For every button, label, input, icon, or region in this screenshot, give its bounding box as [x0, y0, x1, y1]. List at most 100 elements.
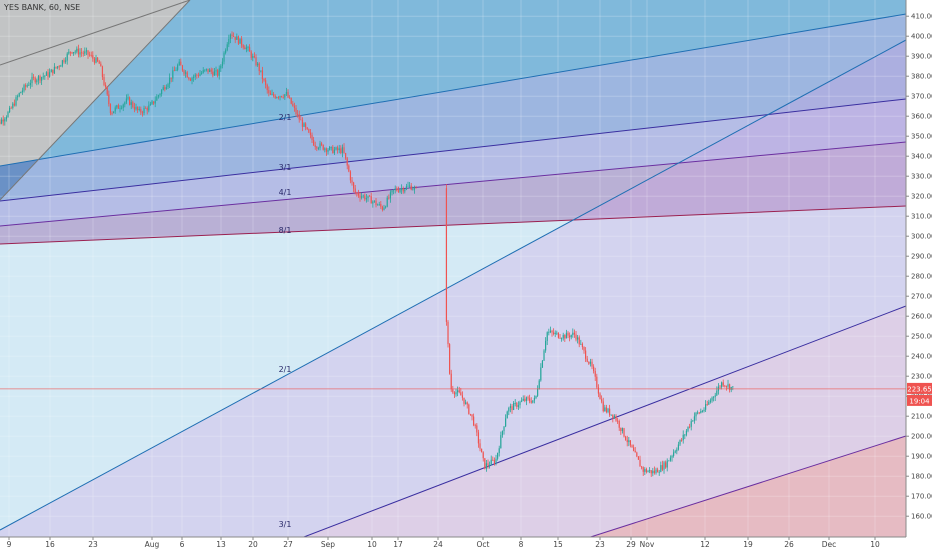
candle-body — [618, 421, 620, 428]
candle-body — [276, 97, 278, 98]
candle-body — [68, 51, 70, 54]
candle-body — [527, 397, 529, 399]
candle-body — [458, 390, 460, 393]
candle-body — [703, 409, 705, 412]
candle-body — [394, 188, 396, 190]
candle-body — [13, 103, 16, 106]
candle-body — [247, 47, 249, 49]
candle-body — [12, 103, 14, 108]
candle-body — [385, 206, 387, 208]
candle-body — [545, 340, 547, 351]
candle-body — [215, 70, 217, 72]
candle-body — [138, 109, 140, 110]
candle-body — [476, 425, 478, 433]
candle-body — [258, 63, 260, 72]
candle-body — [74, 51, 76, 53]
candle-body — [130, 102, 132, 105]
candle-body — [228, 39, 230, 45]
candle-body — [306, 127, 308, 130]
candle-body — [613, 415, 616, 419]
candle-body — [383, 207, 385, 210]
candle-body — [49, 72, 51, 77]
candle-body — [604, 407, 606, 412]
candle-body — [532, 400, 534, 403]
candle-body — [473, 416, 475, 426]
candle-body — [521, 400, 523, 402]
fan-band-base — [0, 0, 906, 550]
candle-body — [300, 119, 302, 121]
candle-body — [714, 395, 716, 397]
candle-body — [660, 465, 662, 472]
candle-body — [87, 50, 89, 55]
candle-body — [293, 105, 296, 108]
x-tick-label: 6 — [180, 540, 185, 549]
fan-band-4 — [0, 142, 906, 244]
candle-body — [457, 390, 459, 393]
candle-body — [124, 102, 126, 105]
candle-body — [522, 398, 524, 401]
candle-body — [447, 321, 449, 345]
candle-body — [111, 113, 113, 114]
candle-body — [388, 197, 390, 199]
candle-body — [705, 404, 707, 410]
candle-body — [284, 94, 286, 98]
candle-body — [242, 45, 244, 48]
candle-body — [5, 117, 8, 120]
x-tick-label: 15 — [553, 540, 563, 549]
candle-body — [157, 95, 160, 97]
candle-body — [196, 74, 198, 76]
candle-body — [10, 107, 12, 109]
candle-body — [191, 77, 193, 81]
candle-body — [265, 80, 267, 85]
candle-body — [559, 337, 561, 339]
y-tick-label: 310.00 — [911, 213, 932, 221]
candle-body — [325, 148, 328, 152]
candle-body — [314, 145, 316, 147]
candle-body — [569, 335, 571, 338]
candle-body — [500, 435, 502, 449]
candle-body — [129, 97, 131, 105]
candle-body — [389, 192, 392, 199]
candle-body — [365, 198, 368, 200]
candle-body — [682, 434, 684, 441]
fan-band-1 — [0, 0, 906, 200]
candle-body — [530, 401, 532, 403]
fan-label: 2/1 — [279, 113, 292, 122]
y-tick-label: 200.00 — [911, 433, 932, 441]
candle-body — [189, 79, 192, 81]
candle-body — [351, 180, 353, 183]
candle-body — [289, 97, 291, 99]
y-tick-label: 400.00 — [911, 33, 932, 41]
candle-body — [172, 70, 174, 79]
x-tick-label: 10 — [367, 540, 377, 549]
candle-body — [708, 401, 710, 405]
candle-body — [237, 36, 240, 44]
y-tick-label: 360.00 — [911, 113, 932, 121]
candle-body — [53, 66, 56, 74]
candle-body — [37, 76, 40, 81]
candle-body — [357, 192, 360, 196]
candle-body — [303, 123, 305, 127]
fan-line — [0, 0, 191, 66]
candle-body — [661, 465, 664, 470]
candle-body — [301, 120, 304, 127]
candle-body — [269, 93, 272, 95]
candle-body — [141, 112, 144, 114]
candle-body — [181, 65, 184, 71]
candle-body — [188, 77, 190, 80]
candle-body — [71, 52, 73, 54]
candle-body — [535, 395, 537, 398]
candle-body — [556, 332, 558, 334]
candle-body — [631, 445, 633, 448]
fan-line — [269, 305, 907, 551]
candle-body — [252, 56, 254, 58]
candle-body — [450, 373, 452, 390]
y-tick-label: 330.00 — [911, 173, 932, 181]
candle-body — [322, 144, 324, 150]
x-tick-label: 26 — [784, 540, 794, 549]
candle-body — [121, 107, 123, 109]
candle-body — [719, 386, 721, 388]
candle-body — [4, 119, 6, 122]
